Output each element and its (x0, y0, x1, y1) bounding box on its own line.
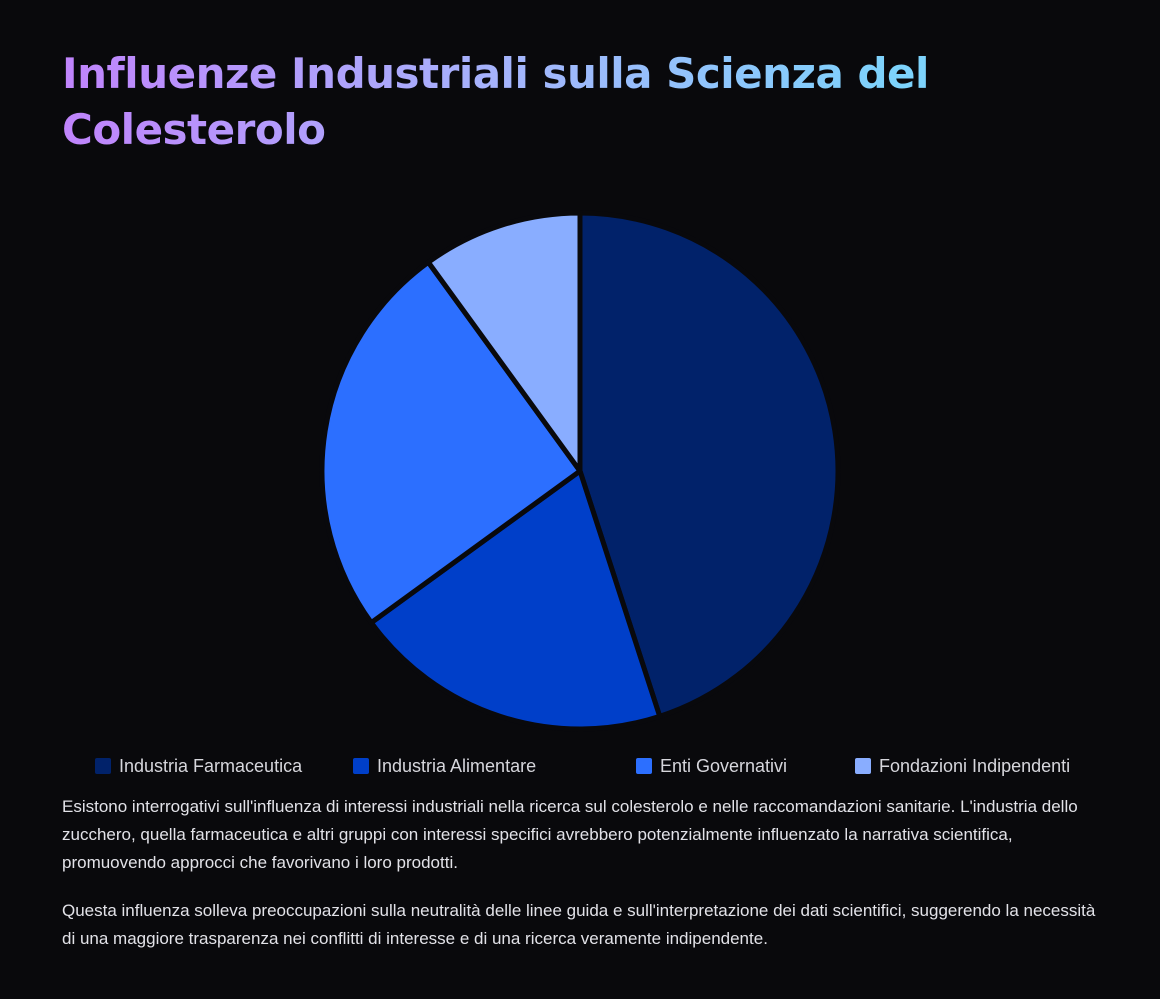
legend-item-fondazioni[interactable]: Fondazioni Indipendenti (855, 754, 1070, 778)
legend-item-alimentare[interactable]: Industria Alimentare (353, 754, 536, 778)
legend-swatch-farmaceutica (95, 758, 111, 774)
description-paragraph-1: Esistono interrogativi sull'influenza di… (62, 797, 1078, 872)
pie-chart (319, 210, 841, 732)
legend-swatch-fondazioni (855, 758, 871, 774)
legend-label-farmaceutica: Industria Farmaceutica (119, 755, 303, 776)
legend-label-alimentare: Industria Alimentare (377, 755, 537, 776)
legend-swatch-governativi (636, 758, 652, 774)
description-paragraph-2: Questa influenza solleva preoccupazioni … (62, 901, 1096, 948)
page-title: Influenze Industriali sulla Scienza del … (62, 46, 1042, 158)
slice-governativi[interactable] (319, 259, 583, 626)
legend-swatch-alimentare (353, 758, 369, 774)
slice-fondazioni[interactable] (425, 210, 583, 474)
slice-farmaceutica[interactable] (577, 210, 841, 719)
pie-slices (319, 210, 841, 732)
legend-label-governativi: Enti Governativi (660, 755, 788, 776)
chart-legend: Industria Farmaceutica Industria Aliment… (0, 754, 1160, 778)
legend-item-governativi[interactable]: Enti Governativi (636, 754, 787, 778)
legend-item-farmaceutica[interactable]: Industria Farmaceutica (95, 754, 302, 778)
slice-alimentare[interactable] (368, 468, 663, 732)
legend-label-fondazioni: Fondazioni Indipendenti (879, 755, 1071, 776)
